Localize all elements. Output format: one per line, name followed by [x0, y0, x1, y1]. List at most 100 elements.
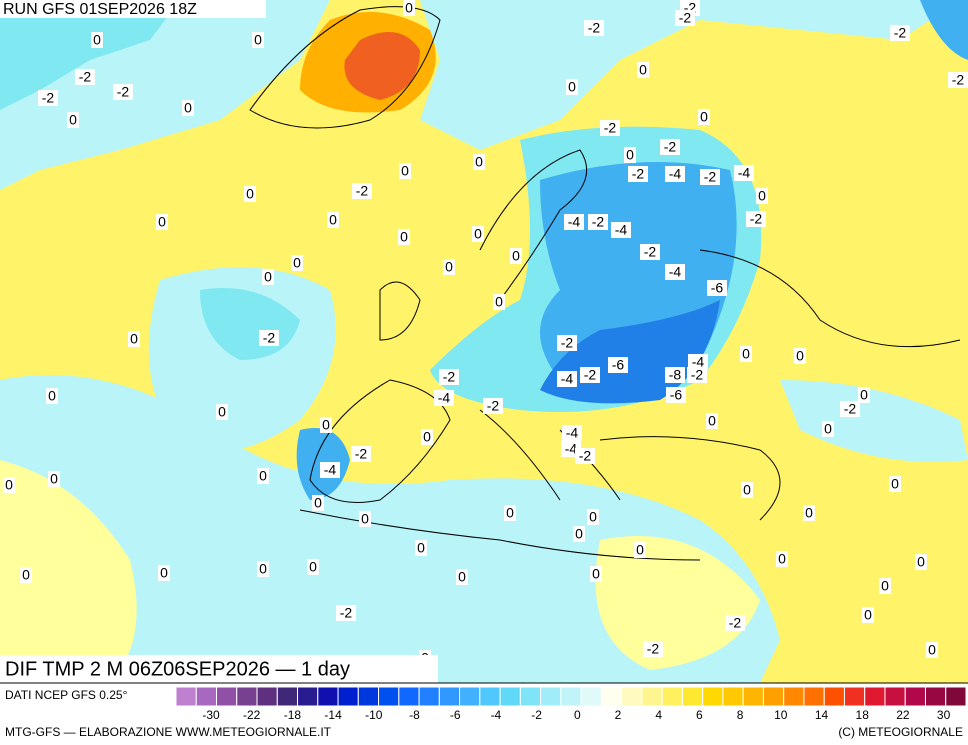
- label-box: [75, 69, 95, 85]
- color-swatch: [357, 686, 380, 707]
- contour-label: 0: [636, 542, 644, 558]
- label-box: [443, 259, 455, 275]
- label-box: [803, 505, 815, 521]
- label-box: [740, 346, 752, 362]
- colorbar-tick-label: 8: [737, 708, 744, 722]
- contour-label: -4: [692, 354, 705, 370]
- contour-label: -8: [669, 367, 682, 383]
- contour-label: 0: [417, 540, 425, 556]
- label-box: [889, 476, 901, 492]
- label-box: [688, 354, 708, 370]
- contour-label: -4: [324, 462, 337, 478]
- footer-right: (C) METEOGIORNALE: [838, 725, 963, 739]
- label-box: [637, 62, 649, 78]
- label-box: [483, 398, 503, 414]
- label-box: [67, 112, 79, 128]
- contour-label: 0: [743, 482, 751, 498]
- label-box: [399, 163, 411, 179]
- contour-label: 0: [254, 32, 262, 48]
- label-box: [640, 244, 660, 260]
- colorbar-tick-label: 18: [856, 708, 870, 722]
- label-box: [624, 147, 636, 163]
- contour-label: 0: [592, 566, 600, 582]
- contour-label: 0: [329, 212, 337, 228]
- color-swatch: [681, 686, 704, 707]
- colorbar-tick-label: -6: [450, 708, 461, 722]
- colorbar-tick-label: 22: [896, 708, 910, 722]
- color-swatch: [378, 686, 400, 707]
- colorbar-tick-label: -4: [491, 708, 502, 722]
- contour-label: -2: [42, 90, 55, 106]
- color-swatch: [864, 686, 886, 707]
- run-box: [0, 0, 266, 18]
- label-box: [756, 188, 768, 204]
- label-box: [456, 569, 468, 585]
- label-box: [665, 166, 685, 182]
- label-box: [566, 79, 578, 95]
- color-swatch: [438, 686, 461, 707]
- contour-label: -4: [568, 214, 581, 230]
- colorbar-tick-label: -2: [531, 708, 542, 722]
- contour-label: 0: [474, 226, 482, 242]
- map-title: DIF TMP 2 M 06Z06SEP2026 — 1 day: [5, 658, 350, 680]
- color-swatch: [418, 686, 440, 707]
- label-box: [320, 417, 332, 433]
- label-box: [421, 429, 433, 445]
- colorbar-tick-label: 10: [774, 708, 788, 722]
- contour-label: -4: [669, 166, 682, 182]
- contour-label: -6: [711, 280, 724, 296]
- label-box: [257, 561, 269, 577]
- contour-label: 0: [309, 559, 317, 575]
- contour-label: -6: [670, 387, 683, 403]
- contour-label: 0: [824, 421, 832, 437]
- contour-label: 0: [184, 100, 192, 116]
- colorbar-tick-label: 6: [696, 708, 703, 722]
- contour-label: 0: [423, 429, 431, 445]
- color-swatch: [722, 686, 744, 707]
- contour-label: 0: [158, 214, 166, 230]
- contour-label: 0: [293, 255, 301, 271]
- contour-label: -2: [704, 169, 717, 185]
- contour-label: 0: [259, 468, 267, 484]
- label-box: [776, 551, 788, 567]
- color-swatch: [276, 686, 299, 707]
- contour-label: -2: [664, 139, 677, 155]
- label-box: [600, 120, 620, 136]
- label-box: [262, 269, 274, 285]
- color-swatch: [641, 686, 663, 707]
- contour-label: -2: [443, 369, 456, 385]
- contour-label: 0: [264, 269, 272, 285]
- label-box: [915, 554, 927, 570]
- contour-label: 0: [512, 248, 520, 264]
- label-box: [259, 330, 279, 346]
- colorbar-tick-label: 30: [937, 708, 951, 722]
- colorbar-tick-label: 2: [615, 708, 622, 722]
- colorbar-tick-label: -22: [243, 708, 261, 722]
- label-box: [158, 565, 170, 581]
- label-box: [320, 462, 340, 478]
- color-swatch: [783, 686, 805, 707]
- label-box: [182, 100, 194, 116]
- colorbar: -30 -22 -18 -14 -10 -8 -6 -4 -2 0 2 4 6 8 10 14 18 22 30: [175, 686, 967, 722]
- contour-label: 0: [758, 188, 766, 204]
- label-box: [473, 154, 485, 170]
- color-swatch: [904, 686, 926, 707]
- contour-label: -4: [566, 425, 579, 441]
- label-box: [493, 294, 505, 310]
- color-swatch: [317, 686, 339, 707]
- contour-label: -2: [750, 211, 763, 227]
- colorbar-tick-label: 0: [574, 708, 581, 722]
- label-box: [46, 388, 58, 404]
- label-box: [336, 605, 356, 621]
- contour-label: 0: [93, 32, 101, 48]
- colorbar-tick-label: -14: [324, 708, 342, 722]
- contour-label: -2: [561, 335, 574, 351]
- contour-label: 0: [69, 112, 77, 128]
- contour-label: 0: [259, 561, 267, 577]
- label-box: [725, 615, 745, 631]
- label-box: [665, 367, 685, 383]
- colorbar-tick-label: -10: [365, 708, 383, 722]
- contour-label: 0: [160, 565, 168, 581]
- source-label: DATI NCEP GFS 0.25°: [5, 688, 128, 702]
- contour-label: -2: [263, 330, 276, 346]
